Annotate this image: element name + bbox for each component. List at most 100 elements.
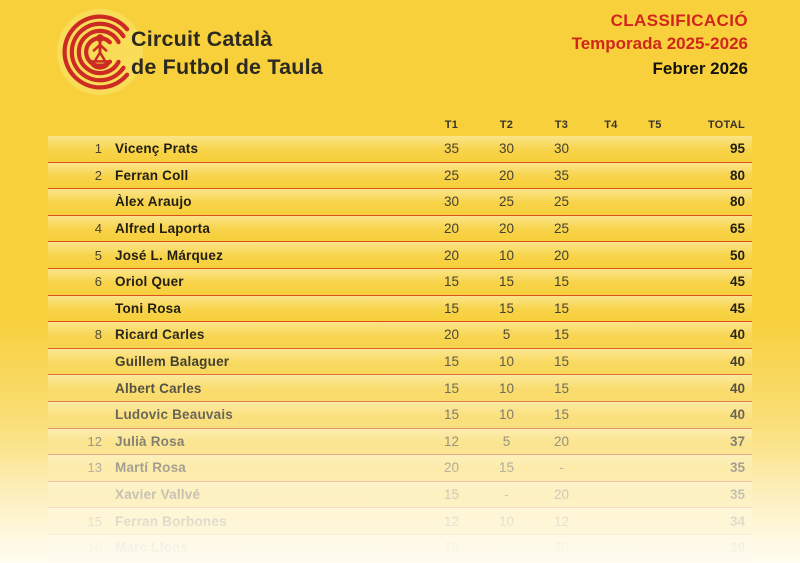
column-header-total: TOTAL (707, 119, 745, 131)
t3-cell: 15 (553, 380, 570, 396)
t1-cell: 20 (443, 460, 460, 476)
player-name-cell: Vicenç Prats (115, 141, 199, 157)
t1-cell: 15 (443, 487, 460, 503)
t1-cell: 20 (443, 247, 460, 263)
rank-cell: 12 (87, 433, 102, 449)
total-cell: 30 (729, 540, 745, 556)
rank-cell: 4 (94, 221, 102, 237)
player-name-cell: Ferran Borbones (115, 513, 227, 529)
brand-line-1: Circuit Català (131, 27, 273, 51)
t2-cell: 10 (498, 247, 515, 263)
player-name-cell: Àlex Araujo (115, 194, 192, 210)
total-cell: 80 (729, 167, 745, 183)
t3-cell: 20 (553, 433, 570, 449)
t3-cell: 15 (553, 407, 570, 423)
t2-cell: 15 (498, 460, 515, 476)
t2-cell: 15 (498, 274, 515, 290)
table-row: 5 José L. Márquez 20 10 20 50 (48, 242, 752, 269)
table-row: Albert Carles 15 10 15 40 (48, 375, 752, 402)
total-cell: 45 (729, 300, 745, 316)
t3-cell: 15 (553, 274, 570, 290)
t1-cell: 15 (443, 407, 460, 423)
total-cell: 40 (729, 380, 745, 396)
t2-cell: 10 (498, 407, 515, 423)
t2-cell: 15 (498, 300, 515, 316)
column-header-t4: T4 (604, 119, 618, 131)
t3-cell: 15 (553, 354, 570, 370)
rank-cell: 15 (87, 513, 102, 529)
table-body: 1 Vicenç Prats 35 30 30 95 2 Ferran Coll… (48, 136, 752, 562)
total-cell: 40 (729, 354, 745, 370)
total-cell: 35 (729, 460, 745, 476)
player-name-cell: José L. Márquez (115, 247, 224, 263)
table-row: 6 Oriol Quer 15 15 15 45 (48, 268, 752, 296)
table-row: Àlex Araujo 30 25 25 80 (48, 189, 752, 216)
page-title: CLASSIFICACIÓ (610, 11, 748, 30)
column-header-t5: T5 (648, 119, 662, 131)
t2-cell: 5 (502, 433, 511, 449)
t3-cell: - (559, 460, 564, 476)
t2-cell: 10 (498, 380, 515, 396)
t3-cell: 35 (553, 167, 570, 183)
rank-cell: 13 (87, 460, 102, 476)
t1-cell: 12 (443, 513, 460, 529)
table-row: 12 Julià Rosa 12 5 20 37 (48, 428, 752, 456)
t3-cell: 20 (553, 247, 570, 263)
rank-cell: 16 (87, 540, 102, 556)
brand-line-2: de Futbol de Taula (131, 54, 323, 79)
t2-cell: 10 (498, 513, 515, 529)
player-name-cell: Ricard Carles (115, 327, 205, 343)
t1-cell: 20 (443, 327, 460, 343)
t1-cell: 12 (443, 433, 460, 449)
t2-cell: 5 (502, 327, 511, 343)
total-cell: 45 (729, 274, 745, 290)
rank-cell: 2 (94, 167, 102, 183)
total-cell: 50 (729, 247, 745, 263)
total-cell: 65 (729, 221, 745, 237)
player-name-cell: Xavier Vallvé (115, 487, 201, 503)
t2-cell: 30 (498, 141, 515, 157)
t2-cell: 20 (498, 167, 515, 183)
standings-table: T1 T2 T3 T4 T5 TOTAL 1 Vicenç Prats 35 3… (48, 114, 752, 562)
total-cell: 40 (729, 407, 745, 423)
rank-cell: 5 (94, 247, 102, 263)
table-row: Xavier Vallvé 15 - 20 35 (48, 481, 752, 509)
t2-cell: 25 (498, 194, 515, 210)
t1-cell: 15 (443, 300, 460, 316)
column-header-t3: T3 (554, 119, 569, 131)
table-row: Ludovic Beauvais 15 10 15 40 (48, 401, 752, 429)
player-name-cell: Oriol Quer (115, 274, 184, 290)
t1-cell: 10 (443, 540, 460, 556)
player-name-cell: Toni Rosa (115, 300, 182, 316)
total-cell: 34 (729, 513, 745, 529)
total-cell: 95 (729, 141, 745, 157)
rank-cell: 8 (94, 327, 102, 343)
player-name-cell: Albert Carles (115, 380, 202, 396)
t3-cell: 12 (553, 513, 570, 529)
table-row: 4 Alfred Laporta 20 20 25 65 (48, 215, 752, 243)
header-right: CLASSIFICACIÓ Temporada 2025-2026 Febrer… (572, 9, 748, 80)
table-row: 13 Martí Rosa 20 15 - 35 (48, 455, 752, 482)
t2-cell: - (504, 487, 509, 503)
t3-cell: 20 (553, 487, 570, 503)
rank-cell: 1 (94, 141, 102, 157)
table-row: 8 Ricard Carles 20 5 15 40 (48, 322, 752, 349)
table-row: Toni Rosa 15 15 15 45 (48, 295, 752, 323)
player-name-cell: Martí Rosa (115, 460, 187, 476)
t3-cell: 30 (553, 141, 570, 157)
column-header-t1: T1 (444, 119, 459, 131)
table-row: 15 Ferran Borbones 12 10 12 34 (48, 508, 752, 535)
t2-cell: 20 (498, 221, 515, 237)
t3-cell: 20 (553, 540, 570, 556)
player-name-cell: Julià Rosa (115, 433, 185, 449)
player-name-cell: Marc Llons (115, 540, 189, 556)
season-subtitle: Temporada 2025-2026 (571, 34, 748, 53)
t3-cell: 15 (553, 300, 570, 316)
table-row: Guillem Balaguer 15 10 15 40 (48, 348, 752, 376)
t1-cell: 15 (443, 380, 460, 396)
player-name-cell: Guillem Balaguer (115, 354, 230, 370)
table-row: 1 Vicenç Prats 35 30 30 95 (48, 136, 752, 163)
column-header-t2: T2 (499, 119, 514, 131)
t1-cell: 15 (443, 274, 460, 290)
t1-cell: 35 (443, 141, 460, 157)
